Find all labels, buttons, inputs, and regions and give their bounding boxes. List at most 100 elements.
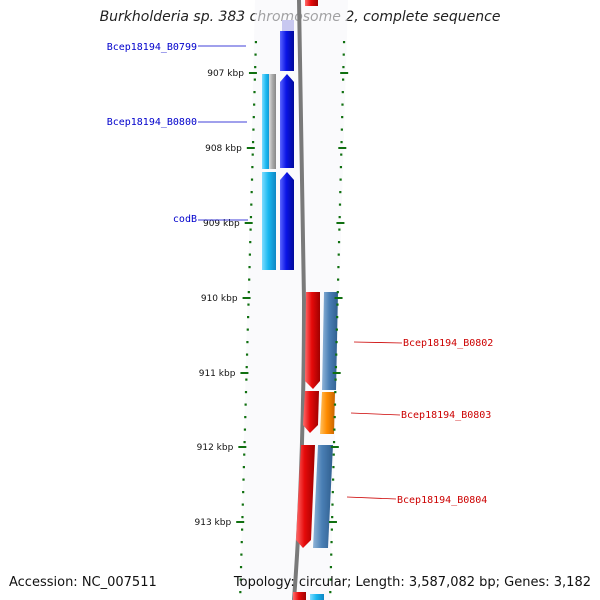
scale-dot [254,66,257,69]
gene-arrow-bcep18194-b0800[interactable] [280,74,294,168]
scale-tick-label: 913 kbp [195,518,232,528]
scale-dot [340,141,343,144]
scale-dot [330,528,333,531]
scale-dot [337,241,341,244]
scale-dot [245,366,248,369]
scale-dot [341,116,344,119]
scale-dot [250,191,253,194]
accession-text: Accession: NC_007511 [9,575,157,590]
scale-dot [252,128,255,131]
gene-label-b0800[interactable]: Bcep18194_B0800 [107,117,197,128]
feature-bar-b0804[interactable] [313,445,333,548]
scale-dot [337,253,340,256]
scale-dot [240,541,243,544]
scale-dot [330,553,333,556]
scale-dot [254,41,258,44]
scale-dot [250,203,253,206]
scale-dot [239,578,242,581]
gene-bar-bcep18194-b0799[interactable] [280,31,294,71]
gene-label-b0802[interactable]: Bcep18194_B0802 [403,338,493,349]
forward-strand [280,31,294,270]
scale-dot [253,103,256,106]
scale-dot [340,153,343,156]
scale-dot [251,166,254,169]
leader-line-b0804 [346,496,397,500]
scale-ring-left [239,41,258,594]
scale-ticks: 907 kbp 908 kbp 909 kbp 910 kbp 911 kbp 912 k… [195,69,349,528]
scale-dot [252,116,255,119]
scale-dot [243,441,246,444]
reverse-strand [296,292,320,548]
scale-dot [242,491,245,494]
scale-dot [334,378,337,381]
scale-dot [247,316,250,319]
scale-dot [341,103,344,106]
scale-dot [244,403,247,406]
scale-dot [242,478,245,481]
scale-dot [240,553,243,556]
scale-dot [243,428,247,431]
scale-dot [247,291,250,294]
scale-dot [338,228,341,231]
scale-dot [331,491,334,494]
gene-label-codb[interactable]: codB [173,214,197,225]
scale-dot [329,591,332,594]
scale-dot [248,266,251,269]
scale-dot [239,566,243,569]
scale-dot [330,541,333,544]
top-reverse-fragment [305,0,318,6]
scale-dot [336,291,339,294]
scale-tick-label: 911 kbp [199,369,236,379]
scale-dot [332,441,336,444]
scale-dot [339,191,342,194]
gene-arrow-bcep18194-b0802[interactable] [305,292,320,389]
feature-bar-b0800-cyan[interactable] [262,74,271,169]
top-forward-fragment [282,20,294,32]
scale-dot [244,416,247,419]
scale-dot [335,328,338,331]
scale-dot [249,216,253,219]
scale-dot [247,303,250,306]
scale-tick-label: 908 kbp [205,144,242,154]
scale-dot [251,141,255,144]
leader-line-b0802 [353,341,403,344]
gene-arrow-codb[interactable] [280,172,294,270]
scale-dot [253,91,256,94]
scale-dot [246,341,249,344]
gene-arrow-bcep18194-b0804[interactable] [296,445,315,548]
scale-dot [338,216,341,219]
scale-dot [342,41,346,44]
reverse-features [313,292,338,548]
scale-dot [335,353,338,356]
scale-dot [248,253,251,256]
scale-dot [253,78,256,81]
scale-dot [244,391,248,394]
feature-bar-codb-cyan[interactable] [262,172,276,270]
scale-tick-label: 907 kbp [207,69,244,79]
scale-dot [242,466,245,469]
scale-dot [329,566,333,569]
gene-label-b0799[interactable]: Bcep18194_B0799 [107,42,197,53]
scale-dot [340,128,343,131]
gene-arrow-bcep18194-b0803[interactable] [303,391,319,433]
scale-dot [249,228,252,231]
scale-dot [339,166,343,169]
scale-dot [240,528,244,531]
feature-bar-b0803[interactable] [320,392,335,434]
scale-dot [246,328,249,331]
feature-bar-b0802[interactable] [322,292,338,390]
gene-label-b0804[interactable]: Bcep18194_B0804 [397,495,487,506]
gene-label-b0803[interactable]: Bcep18194_B0803 [401,410,491,421]
scale-tick-label: 909 kbp [203,219,240,229]
scale-dot [339,178,342,181]
genome-summary-text: Topology: circular; Length: 3,587,082 bp… [233,575,591,590]
scale-dot [248,278,251,281]
scale-dot [243,453,246,456]
scale-dot [245,378,248,381]
forward-features [262,74,276,270]
scale-dot [331,503,334,506]
scale-dot [337,278,340,281]
feature-bar-b0800-gray[interactable] [269,74,276,169]
scale-dot [342,78,345,81]
